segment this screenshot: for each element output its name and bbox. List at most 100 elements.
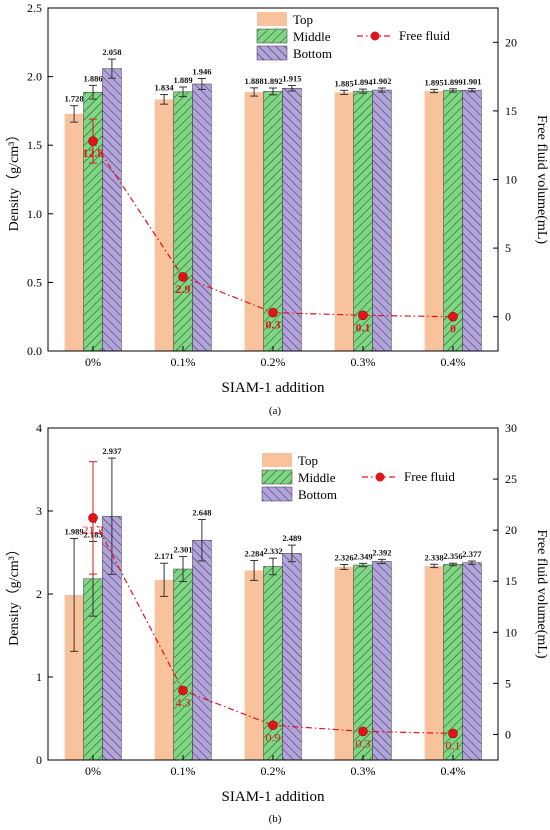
bar-bottom — [462, 562, 482, 761]
y-tick-label: 2.5 — [27, 1, 42, 15]
bar-bottom — [282, 88, 302, 352]
free-fluid-point — [88, 513, 98, 523]
x-tick-label: 0% — [85, 764, 101, 778]
y2-tick-label: 25 — [505, 472, 517, 486]
free-fluid-label: 2.9 — [176, 282, 191, 296]
y2-tick-label: 5 — [505, 241, 511, 255]
free-fluid-point — [268, 720, 278, 731]
legend-swatch-middle — [256, 28, 288, 44]
legend-label: Middle — [298, 470, 336, 485]
data-label: 2.937 — [102, 446, 122, 456]
data-label: 2.648 — [192, 507, 211, 517]
data-label: 2.171 — [155, 551, 174, 561]
data-label: 1.834 — [155, 83, 175, 93]
y-axis-label: Density（g/cm³） — [6, 542, 22, 646]
x-tick-label: 0% — [85, 355, 101, 369]
data-label: 2.301 — [173, 545, 192, 555]
bar-middle — [173, 568, 193, 761]
y2-axis-label: Free fluid volume(mL) — [534, 115, 549, 244]
data-label: 1.728 — [65, 94, 84, 104]
legend-swatch-top — [257, 12, 287, 26]
y2-tick-label: 30 — [505, 421, 517, 435]
y-tick-label: 1 — [36, 670, 42, 684]
bar-bottom — [372, 561, 392, 761]
data-label: 1.901 — [462, 77, 481, 87]
free-fluid-label: 4.3 — [176, 696, 191, 710]
data-label: 2.338 — [425, 552, 444, 562]
y-tick-label: 0.0 — [27, 344, 42, 358]
x-tick-label: 0.3% — [351, 764, 376, 778]
y-tick-label: 1.0 — [27, 207, 42, 221]
data-label: 2.356 — [443, 551, 462, 561]
y2-axis-label: Free fluid volume(mL) — [534, 529, 549, 658]
legend-swatch-middle — [261, 469, 293, 485]
data-label: 1.888 — [245, 76, 264, 86]
y2-tick-label: 15 — [505, 574, 517, 588]
bar-top — [334, 92, 354, 352]
legend-label: Free fluid — [399, 28, 450, 43]
bar-top — [154, 99, 174, 351]
data-label: 1.894 — [353, 77, 373, 87]
bar-bottom — [102, 68, 122, 352]
data-label: 2.489 — [282, 533, 301, 543]
bar-top — [154, 579, 174, 760]
x-tick-label: 0.2% — [261, 764, 286, 778]
y2-tick-label: 10 — [505, 625, 517, 639]
bar-bottom — [192, 539, 212, 761]
data-label: 2.058 — [102, 47, 121, 57]
free-fluid-point — [448, 728, 458, 739]
legend-swatch-bottom — [261, 486, 293, 502]
x-axis-label: SIAM-1 addition — [222, 380, 325, 396]
data-label: 1.989 — [65, 526, 84, 536]
legend-label: Middle — [293, 29, 331, 44]
legend: Top Middle Bottom Free fluid — [256, 12, 450, 61]
free-fluid-point — [448, 311, 458, 322]
y-tick-label: 0 — [36, 753, 42, 767]
data-label: 1.889 — [173, 75, 192, 85]
legend-swatch-top — [262, 453, 292, 467]
legend-swatch-bottom — [256, 45, 288, 61]
data-label: 1.885 — [335, 78, 354, 88]
free-fluid-label: 0.1 — [356, 320, 371, 334]
y2-tick-label: 0 — [505, 727, 511, 741]
bar-bottom — [282, 553, 302, 761]
x-tick-label: 0.1% — [171, 355, 196, 369]
legend-marker-free-fluid — [375, 472, 385, 482]
legend: Top Middle Bottom Free fluid — [261, 453, 455, 502]
x-tick-label: 0.4% — [441, 764, 466, 778]
legend-label: Top — [293, 12, 313, 27]
data-label: 1.892 — [263, 76, 282, 86]
legend-label: Top — [298, 453, 318, 468]
panel-label: (a) — [269, 405, 282, 417]
data-label: 1.902 — [372, 76, 391, 86]
bar-top — [244, 91, 264, 351]
panel-label: (b) — [269, 813, 282, 825]
bar-top — [244, 570, 264, 760]
data-label: 2.326 — [335, 552, 354, 562]
bar-top — [64, 113, 84, 352]
free-fluid-point — [358, 726, 368, 737]
y-axis-label: Density（g/cm³） — [6, 128, 22, 232]
free-fluid-point — [88, 136, 98, 146]
free-fluid-point — [178, 272, 188, 282]
bar-top — [64, 594, 84, 760]
legend-label: Free fluid — [404, 469, 455, 484]
bar-middle — [173, 91, 193, 352]
bar-top — [334, 566, 354, 760]
y2-tick-label: 10 — [505, 173, 517, 187]
data-label: 2.332 — [263, 546, 282, 556]
x-tick-label: 0.1% — [171, 764, 196, 778]
data-label: 1.899 — [443, 77, 462, 87]
free-fluid-label: 12.8 — [83, 146, 104, 160]
y2-tick-label: 5 — [505, 676, 511, 690]
y2-tick-label: 15 — [505, 104, 517, 118]
free-fluid-point — [178, 685, 188, 696]
free-fluid-label: 0.3 — [356, 736, 371, 750]
bar-bottom — [372, 89, 392, 352]
y2-tick-label: 20 — [505, 35, 517, 49]
free-fluid-label: 0.9 — [266, 730, 281, 744]
y-tick-label: 1.5 — [27, 138, 42, 152]
y2-tick-label: 20 — [505, 523, 517, 537]
